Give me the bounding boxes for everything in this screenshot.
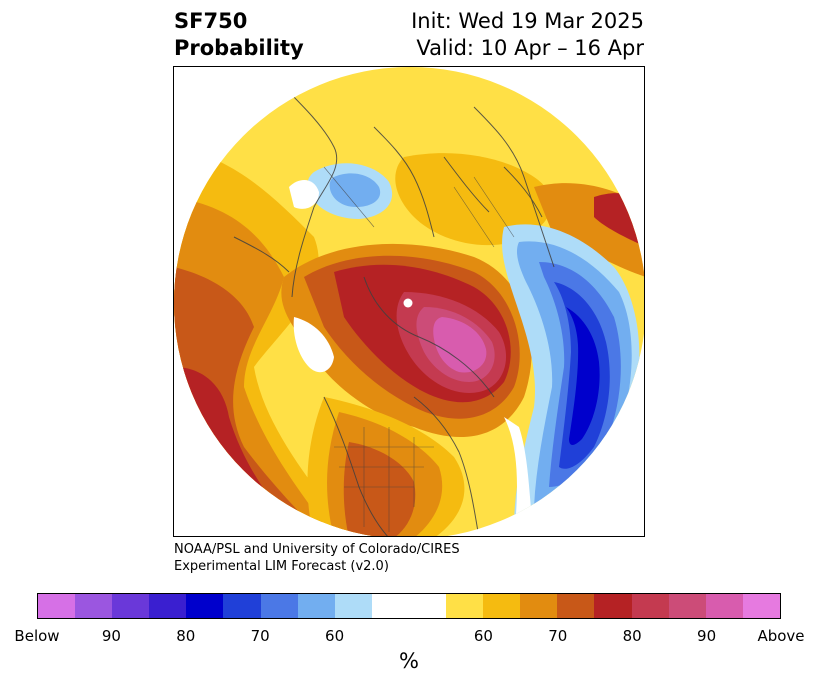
valid-period: Valid: 10 Apr – 16 Apr	[416, 36, 644, 60]
colorbar-cell	[705, 594, 743, 618]
colorbar-unit: %	[399, 649, 419, 673]
colorbar-cell	[112, 594, 150, 618]
probability-map	[173, 66, 645, 537]
dark-blue-core-east	[566, 307, 600, 445]
colorbar-tick-label: 90	[697, 627, 717, 645]
neutral-zone-east	[504, 417, 534, 536]
colorbar-cell	[149, 594, 187, 618]
forecast-dates: Init: Wed 19 Mar 2025 Valid: 10 Apr – 16…	[411, 8, 644, 62]
colorbar-cell	[75, 594, 113, 618]
colorbar-cell	[334, 594, 372, 618]
colorbar	[37, 593, 781, 619]
colorbar-cell	[668, 594, 706, 618]
colorbar-cell	[223, 594, 261, 618]
colorbar-cell	[408, 594, 447, 618]
colorbar-tick-label: 70	[548, 627, 568, 645]
credit-line-1: NOAA/PSL and University of Colorado/CIRE…	[174, 542, 460, 557]
neutral-zone-north	[289, 180, 319, 209]
colorbar-cell	[186, 594, 224, 618]
colorbar-tick-label: 80	[622, 627, 642, 645]
colorbar-cell	[631, 594, 669, 618]
pink-core-central	[433, 317, 487, 373]
credit-text: NOAA/PSL and University of Colorado/CIRE…	[174, 541, 460, 575]
colorbar-tick-label: 90	[101, 627, 121, 645]
colorbar-cell	[297, 594, 335, 618]
map-title: SF750 Probability	[174, 8, 304, 62]
country-borders	[323, 166, 515, 532]
colorbar-cell	[742, 594, 780, 618]
colorbar-tick-label: 80	[176, 627, 196, 645]
credit-line-2: Experimental LIM Forecast (v2.0)	[174, 559, 389, 574]
colorbar-cell	[371, 594, 409, 618]
north-pole-marker	[403, 298, 413, 308]
colorbar-cell	[557, 594, 595, 618]
colorbar-tick-label: Below	[14, 627, 60, 645]
colorbar-tick-label: 60	[473, 627, 493, 645]
map-title-variable: SF750	[174, 9, 248, 33]
cold-patch-north-core	[329, 173, 381, 207]
neutral-zone-west	[293, 317, 334, 373]
colorbar-cell	[594, 594, 632, 618]
map-canvas	[174, 67, 644, 536]
map-title-type: Probability	[174, 36, 304, 60]
colorbar-cell	[446, 594, 484, 618]
colorbar-tick-label: 60	[325, 627, 345, 645]
colorbar-cell	[483, 594, 521, 618]
rust-band-south	[343, 442, 416, 536]
colorbar-cell	[520, 594, 558, 618]
colorbar-cell	[38, 594, 76, 618]
init-date: Init: Wed 19 Mar 2025	[411, 9, 644, 33]
colorbar-cell	[260, 594, 298, 618]
colorbar-tick-label: 70	[250, 627, 270, 645]
colorbar-tick-label: Above	[757, 627, 805, 645]
